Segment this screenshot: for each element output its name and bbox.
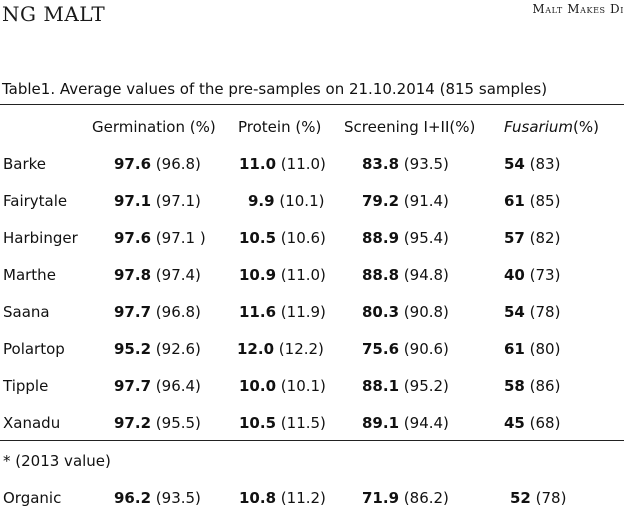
variety-name: Polartop: [3, 340, 65, 358]
variety-name: Barke: [3, 155, 47, 173]
page-header-left: NG MALT: [2, 2, 106, 26]
protein-value: 10.5 (11.5): [239, 414, 326, 432]
table-footnote: * (2013 value): [3, 452, 111, 470]
screening-value: 71.9 (86.2): [362, 489, 449, 507]
variety-name: Organic: [3, 489, 62, 507]
fusarium-unit: (%): [573, 118, 599, 136]
variety-name: Saana: [3, 303, 50, 321]
germination-value: 97.2 (95.5): [114, 414, 201, 432]
column-header-protein: Protein (%): [238, 118, 322, 136]
table-row: Polartop 95.2 (92.6) 12.0 (12.2) 75.6 (9…: [0, 340, 628, 366]
variety-name: Marthe: [3, 266, 56, 284]
column-header-fusarium: Fusarium(%): [504, 118, 599, 136]
table-row: Fairytale 97.1 (97.1) 9.9 (10.1) 79.2 (9…: [0, 192, 628, 218]
variety-name: Tipple: [3, 377, 49, 395]
protein-value: 10.9 (11.0): [239, 266, 326, 284]
fusarium-value: 58 (86): [504, 377, 561, 395]
table-row: Saana 97.7 (96.8) 11.6 (11.9) 80.3 (90.8…: [0, 303, 628, 329]
fusarium-value: 40 (73): [504, 266, 561, 284]
fusarium-value: 52 (78): [510, 489, 567, 507]
protein-value: 9.9 (10.1): [248, 192, 325, 210]
protein-value: 11.6 (11.9): [239, 303, 326, 321]
germination-value: 97.1 (97.1): [114, 192, 201, 210]
variety-name: Fairytale: [3, 192, 68, 210]
germination-value: 97.6 (96.8): [114, 155, 201, 173]
screening-value: 88.9 (95.4): [362, 229, 449, 247]
germination-value: 97.7 (96.8): [114, 303, 201, 321]
protein-value: 10.5 (10.6): [239, 229, 326, 247]
fusarium-label: Fusarium: [504, 118, 573, 136]
screening-value: 89.1 (94.4): [362, 414, 449, 432]
table-row: Tipple 97.7 (96.4) 10.0 (10.1) 88.1 (95.…: [0, 377, 628, 403]
germination-value: 95.2 (92.6): [114, 340, 201, 358]
screening-value: 83.8 (93.5): [362, 155, 449, 173]
screening-value: 88.8 (94.8): [362, 266, 449, 284]
table-bottom-rule: [0, 440, 624, 441]
table-top-rule: [0, 104, 624, 105]
fusarium-value: 61 (80): [504, 340, 561, 358]
protein-value: 12.0 (12.2): [237, 340, 324, 358]
table-row: Harbinger 97.6 (97.1 ) 10.5 (10.6) 88.9 …: [0, 229, 628, 255]
germination-value: 97.8 (97.4): [114, 266, 201, 284]
column-header-germination: Germination (%): [92, 118, 216, 136]
germination-value: 97.7 (96.4): [114, 377, 201, 395]
protein-value: 11.0 (11.0): [239, 155, 326, 173]
screening-value: 79.2 (91.4): [362, 192, 449, 210]
variety-name: Xanadu: [3, 414, 61, 432]
protein-value: 10.0 (10.1): [239, 377, 326, 395]
fusarium-value: 54 (83): [504, 155, 561, 173]
fusarium-value: 45 (68): [504, 414, 561, 432]
column-header-screening: Screening I+II(%): [344, 118, 476, 136]
germination-value: 96.2 (93.5): [114, 489, 201, 507]
protein-value: 10.8 (11.2): [239, 489, 326, 507]
fusarium-value: 61 (85): [504, 192, 561, 210]
screening-value: 80.3 (90.8): [362, 303, 449, 321]
page-header-right: Malt Makes Di: [532, 2, 624, 16]
table-caption: Table1. Average values of the pre-sample…: [2, 80, 548, 98]
variety-name: Harbinger: [3, 229, 78, 247]
screening-value: 75.6 (90.6): [362, 340, 449, 358]
fusarium-value: 57 (82): [504, 229, 561, 247]
table-row: Marthe 97.8 (97.4) 10.9 (11.0) 88.8 (94.…: [0, 266, 628, 292]
screening-value: 88.1 (95.2): [362, 377, 449, 395]
germination-value: 97.6 (97.1 ): [114, 229, 206, 247]
fusarium-value: 54 (78): [504, 303, 561, 321]
table-row: Xanadu 97.2 (95.5) 10.5 (11.5) 89.1 (94.…: [0, 414, 628, 440]
table-row-organic: Organic 96.2 (93.5) 10.8 (11.2) 71.9 (86…: [0, 489, 628, 515]
table-row: Barke 97.6 (96.8) 11.0 (11.0) 83.8 (93.5…: [0, 155, 628, 181]
